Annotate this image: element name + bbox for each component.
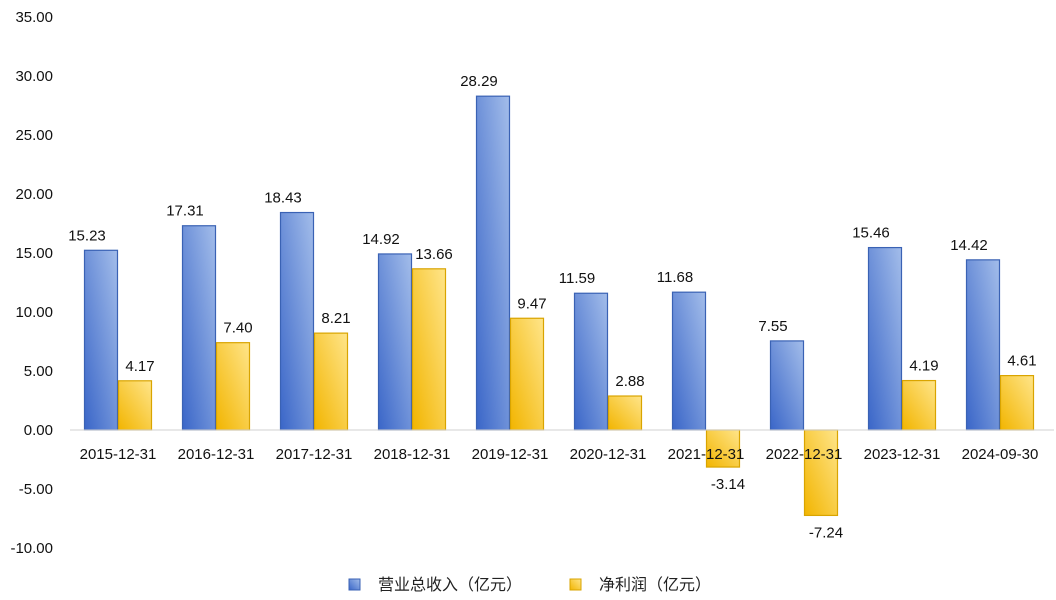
data-label-revenue: 14.92 [362, 231, 400, 248]
data-label-net-profit: 4.61 [1007, 353, 1036, 370]
bar-net-profit [803, 429, 839, 517]
y-tick-label: 25.00 [15, 127, 53, 144]
bar-revenue [573, 292, 609, 431]
data-label-revenue: 28.29 [460, 73, 498, 90]
data-label-net-profit: 7.40 [223, 320, 252, 337]
x-tick-label: 2019-12-31 [472, 446, 549, 463]
y-tick-label: 5.00 [24, 363, 53, 380]
bar-revenue [279, 211, 315, 431]
bar-revenue [867, 246, 903, 431]
data-label-net-profit: -3.14 [711, 476, 745, 493]
data-label-revenue: 11.59 [559, 270, 595, 287]
bar-revenue [769, 340, 805, 431]
data-label-revenue: 17.31 [166, 203, 204, 220]
y-tick-label: 10.00 [15, 304, 53, 321]
y-axis-tick-labels: 35.00 30.00 25.00 20.00 15.00 10.00 5.00 0.00 -5… [10, 9, 53, 557]
data-label-net-profit: 4.19 [909, 358, 938, 375]
x-tick-label: 2022-12-31 [766, 446, 843, 463]
bar-net-profit [607, 395, 643, 431]
x-tick-label: 2023-12-31 [864, 446, 941, 463]
x-axis-tick-labels: 2015-12-31 2016-12-31 2017-12-31 2018-12-31… [80, 446, 1039, 463]
x-tick-label: 2020-12-31 [570, 446, 647, 463]
data-label-revenue: 15.23 [68, 227, 106, 244]
y-tick-label: 30.00 [15, 68, 53, 85]
bar-revenue [475, 95, 511, 431]
data-labels: 15.23 4.17 17.31 7.40 18.43 8.21 14.92 13.66 28.… [68, 73, 1036, 541]
legend-swatch-net-profit [569, 578, 582, 591]
x-tick-label: 2016-12-31 [178, 446, 255, 463]
bar-net-profit [411, 268, 447, 431]
data-label-revenue: 11.68 [657, 269, 693, 286]
bars [83, 95, 1035, 517]
x-tick-label: 2024-09-30 [962, 446, 1039, 463]
bar-net-profit [509, 317, 545, 431]
y-tick-label: 20.00 [15, 186, 53, 203]
data-label-revenue: 14.42 [950, 237, 988, 254]
y-tick-label: 15.00 [15, 245, 53, 262]
data-label-revenue: 18.43 [264, 190, 302, 207]
data-label-net-profit: 4.17 [125, 358, 154, 375]
legend-label-net-profit: 净利润（亿元） [599, 575, 711, 594]
data-label-net-profit: 2.88 [615, 373, 644, 390]
bar-revenue [181, 225, 217, 431]
bar-net-profit [999, 375, 1035, 431]
y-tick-label: 35.00 [15, 9, 53, 26]
data-label-net-profit: 8.21 [321, 310, 350, 327]
x-tick-label: 2018-12-31 [374, 446, 451, 463]
y-tick-label: -5.00 [19, 481, 53, 498]
legend-label-revenue: 营业总收入（亿元） [378, 575, 522, 594]
data-label-revenue: 15.46 [852, 225, 890, 242]
bar-net-profit [117, 380, 153, 431]
data-label-revenue: 7.55 [758, 318, 787, 335]
legend: 营业总收入（亿元） 净利润（亿元） [348, 575, 711, 594]
bar-revenue [671, 291, 707, 431]
x-tick-label: 2021-12-31 [668, 446, 745, 463]
bar-revenue [377, 253, 413, 431]
data-label-net-profit: -7.24 [809, 524, 843, 541]
x-tick-label: 2015-12-31 [80, 446, 157, 463]
bar-revenue [965, 259, 1001, 431]
legend-swatch-revenue [348, 578, 361, 591]
bar-net-profit [901, 379, 937, 431]
bar-net-profit [313, 332, 349, 431]
x-tick-label: 2017-12-31 [276, 446, 353, 463]
data-label-net-profit: 13.66 [415, 246, 453, 263]
bar-net-profit [215, 342, 251, 431]
data-label-net-profit: 9.47 [517, 295, 546, 312]
y-tick-label: -10.00 [10, 540, 53, 557]
bar-revenue [83, 249, 119, 431]
y-tick-label: 0.00 [24, 422, 53, 439]
